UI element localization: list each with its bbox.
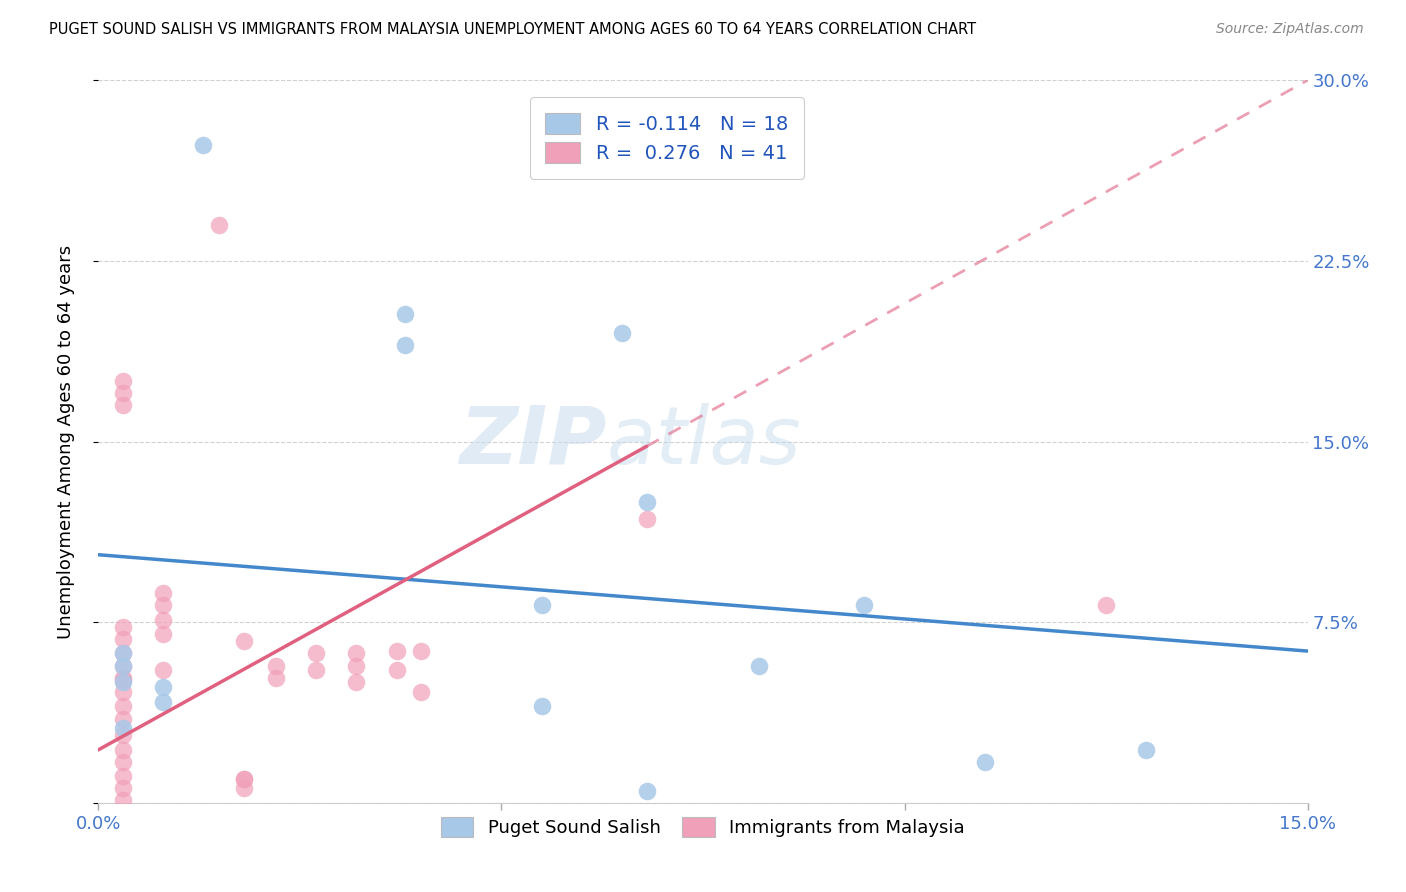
Text: PUGET SOUND SALISH VS IMMIGRANTS FROM MALAYSIA UNEMPLOYMENT AMONG AGES 60 TO 64 : PUGET SOUND SALISH VS IMMIGRANTS FROM MA… bbox=[49, 22, 976, 37]
Point bbox=[111, 755, 134, 769]
Point bbox=[344, 647, 367, 661]
Text: ZIP: ZIP bbox=[458, 402, 606, 481]
Point bbox=[152, 599, 174, 613]
Point bbox=[111, 793, 134, 807]
Point bbox=[853, 599, 876, 613]
Point bbox=[111, 675, 134, 690]
Point bbox=[974, 755, 997, 769]
Point bbox=[344, 658, 367, 673]
Point bbox=[152, 680, 174, 694]
Point bbox=[111, 743, 134, 757]
Point bbox=[305, 647, 328, 661]
Text: Source: ZipAtlas.com: Source: ZipAtlas.com bbox=[1216, 22, 1364, 37]
Point bbox=[530, 699, 553, 714]
Point bbox=[152, 613, 174, 627]
Point bbox=[636, 494, 658, 508]
Point bbox=[111, 699, 134, 714]
Point bbox=[111, 658, 134, 673]
Point bbox=[111, 386, 134, 401]
Point bbox=[394, 307, 416, 321]
Point bbox=[530, 599, 553, 613]
Point bbox=[409, 644, 432, 658]
Point bbox=[232, 772, 254, 786]
Point bbox=[208, 218, 231, 232]
Point bbox=[232, 781, 254, 796]
Point bbox=[264, 671, 287, 685]
Point bbox=[111, 721, 134, 735]
Y-axis label: Unemployment Among Ages 60 to 64 years: Unemployment Among Ages 60 to 64 years bbox=[56, 244, 75, 639]
Point bbox=[111, 769, 134, 783]
Point bbox=[193, 138, 215, 153]
Point bbox=[111, 398, 134, 412]
Point bbox=[409, 685, 432, 699]
Point bbox=[111, 632, 134, 646]
Point bbox=[636, 784, 658, 798]
Point bbox=[636, 511, 658, 525]
Point bbox=[385, 644, 408, 658]
Point bbox=[111, 673, 134, 687]
Point bbox=[232, 772, 254, 786]
Point bbox=[152, 664, 174, 678]
Point bbox=[264, 658, 287, 673]
Point bbox=[152, 586, 174, 600]
Point bbox=[394, 338, 416, 352]
Point bbox=[748, 658, 770, 673]
Text: atlas: atlas bbox=[606, 402, 801, 481]
Point bbox=[111, 781, 134, 796]
Point bbox=[385, 664, 408, 678]
Point bbox=[344, 675, 367, 690]
Point bbox=[152, 627, 174, 641]
Point bbox=[111, 685, 134, 699]
Point bbox=[305, 664, 328, 678]
Point bbox=[111, 647, 134, 661]
Point bbox=[111, 728, 134, 742]
Point bbox=[111, 374, 134, 388]
Point bbox=[1095, 599, 1118, 613]
Point bbox=[152, 695, 174, 709]
Legend: Puget Sound Salish, Immigrants from Malaysia: Puget Sound Salish, Immigrants from Mala… bbox=[433, 810, 973, 845]
Point bbox=[111, 658, 134, 673]
Point bbox=[111, 712, 134, 726]
Point bbox=[232, 634, 254, 648]
Point bbox=[1135, 743, 1157, 757]
Point bbox=[612, 326, 634, 340]
Point bbox=[111, 620, 134, 634]
Point bbox=[111, 671, 134, 685]
Point bbox=[111, 647, 134, 661]
